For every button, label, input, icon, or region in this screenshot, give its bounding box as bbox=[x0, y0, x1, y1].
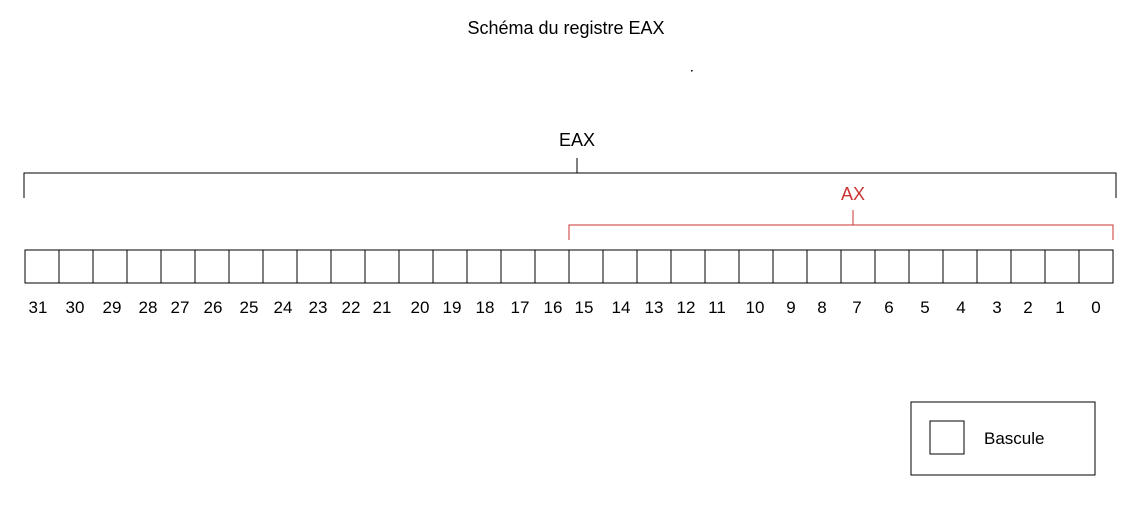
bit-cell-3 bbox=[976, 249, 1012, 284]
bit-number-11: 11 bbox=[708, 298, 726, 317]
bit-number-24: 24 bbox=[274, 298, 293, 317]
bit-number-19: 19 bbox=[443, 298, 462, 317]
bit-cell-8 bbox=[806, 249, 842, 284]
bit-cell-24 bbox=[262, 249, 298, 284]
bit-number-1: 1 bbox=[1055, 298, 1064, 317]
bit-cell-29 bbox=[92, 249, 128, 284]
legend-label: Bascule bbox=[984, 429, 1044, 448]
bit-cell-13 bbox=[636, 249, 672, 284]
bit-cell-9 bbox=[772, 249, 808, 284]
bit-numbers: 31 30 29 28 27 26 25 24 23 22 21 20 19 18 17 16 15 14 13 12… bbox=[29, 298, 1101, 317]
bit-cell-26 bbox=[194, 249, 230, 284]
bit-number-2: 2 bbox=[1023, 298, 1032, 317]
bit-number-15: 15 bbox=[575, 298, 594, 317]
legend-box bbox=[910, 401, 1096, 476]
eax-label: EAX bbox=[559, 130, 595, 150]
bit-cell-18 bbox=[466, 249, 502, 284]
bit-number-9: 9 bbox=[786, 298, 795, 317]
bit-number-12: 12 bbox=[677, 298, 696, 317]
bit-cell-7 bbox=[840, 249, 876, 284]
bit-number-20: 20 bbox=[411, 298, 430, 317]
bit-number-22: 22 bbox=[342, 298, 361, 317]
bit-number-13: 13 bbox=[645, 298, 664, 317]
bit-cell-21 bbox=[364, 249, 400, 284]
bit-cell-10 bbox=[738, 249, 774, 284]
bit-number-5: 5 bbox=[920, 298, 929, 317]
bit-number-17: 17 bbox=[511, 298, 530, 317]
legend-cell-icon bbox=[929, 420, 965, 455]
bit-number-7: 7 bbox=[852, 298, 861, 317]
bit-cells bbox=[24, 249, 1114, 284]
bit-cell-19 bbox=[432, 249, 468, 284]
bit-number-6: 6 bbox=[884, 298, 893, 317]
bit-cell-1 bbox=[1044, 249, 1080, 284]
bit-number-31: 31 bbox=[29, 298, 48, 317]
bit-cell-17 bbox=[500, 249, 536, 284]
bit-number-21: 21 bbox=[373, 298, 392, 317]
ax-bracket bbox=[568, 210, 1114, 240]
bit-cell-20 bbox=[398, 249, 434, 284]
bit-number-29: 29 bbox=[103, 298, 122, 317]
bit-number-8: 8 bbox=[817, 298, 826, 317]
bit-cell-31 bbox=[24, 249, 60, 284]
bit-number-3: 3 bbox=[992, 298, 1001, 317]
bit-number-23: 23 bbox=[309, 298, 328, 317]
stray-dot bbox=[691, 70, 693, 72]
bit-number-30: 30 bbox=[66, 298, 85, 317]
bit-cell-23 bbox=[296, 249, 332, 284]
bit-cell-12 bbox=[670, 249, 706, 284]
bit-cell-6 bbox=[874, 249, 910, 284]
bit-number-14: 14 bbox=[612, 298, 631, 317]
eax-bracket bbox=[23, 158, 1117, 198]
bit-cell-25 bbox=[228, 249, 264, 284]
bit-number-10: 10 bbox=[746, 298, 765, 317]
ax-label: AX bbox=[841, 184, 865, 204]
bit-cell-5 bbox=[908, 249, 944, 284]
bit-number-27: 27 bbox=[171, 298, 190, 317]
legend: Bascule bbox=[910, 401, 1096, 476]
bit-cell-11 bbox=[704, 249, 740, 284]
bit-cell-28 bbox=[126, 249, 162, 284]
bit-number-0: 0 bbox=[1091, 298, 1100, 317]
bit-cell-15 bbox=[568, 249, 604, 284]
bit-cell-30 bbox=[58, 249, 94, 284]
bit-number-25: 25 bbox=[240, 298, 259, 317]
bit-cell-27 bbox=[160, 249, 196, 284]
bit-number-26: 26 bbox=[204, 298, 223, 317]
bit-cell-4 bbox=[942, 249, 978, 284]
bit-number-18: 18 bbox=[476, 298, 495, 317]
bit-cell-22 bbox=[330, 249, 366, 284]
bit-cell-14 bbox=[602, 249, 638, 284]
bit-number-4: 4 bbox=[956, 298, 965, 317]
bit-cell-16 bbox=[534, 249, 570, 284]
bit-cell-2 bbox=[1010, 249, 1046, 284]
bit-number-28: 28 bbox=[139, 298, 158, 317]
bit-cell-0 bbox=[1078, 249, 1114, 284]
diagram-title: Schéma du registre EAX bbox=[467, 18, 664, 38]
bit-number-16: 16 bbox=[544, 298, 563, 317]
